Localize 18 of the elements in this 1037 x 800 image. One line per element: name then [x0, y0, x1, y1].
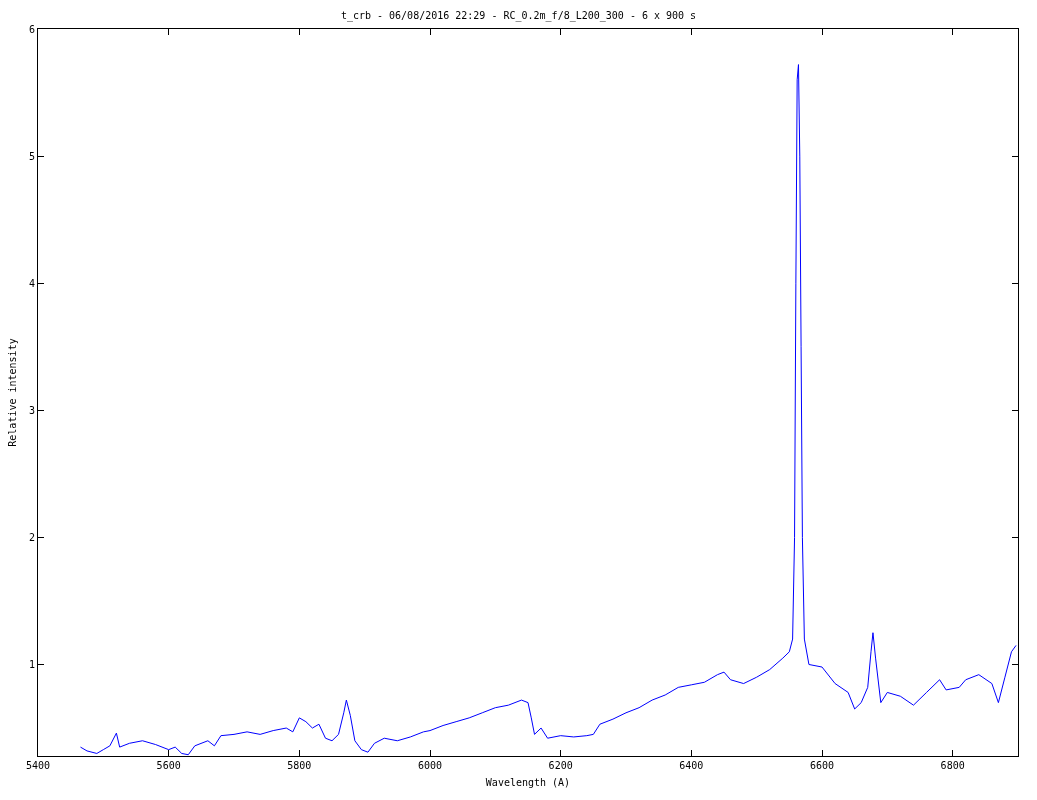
y-tick-label: 6	[28, 23, 35, 35]
x-tick-label: 5800	[287, 760, 312, 771]
chart-title: t_crb - 06/08/2016 22:29 - RC_0.2m_f/8_L200_300 - 6 x 900 s	[340, 10, 697, 22]
y-tick-label: 2	[28, 531, 35, 543]
y-tick-label: 5	[28, 150, 35, 162]
x-tick-label: 5600	[156, 760, 181, 771]
y-tick-label: 1	[28, 658, 35, 670]
x-tick-label: 6200	[548, 760, 573, 771]
y-tick-label: 3	[28, 404, 35, 416]
x-tick-label: 6400	[679, 760, 704, 771]
x-tick-label: 5400	[25, 760, 51, 771]
line-series	[79, 64, 1017, 756]
y-tick-label: 4	[28, 277, 35, 289]
x-tick-label: 6800	[940, 760, 965, 771]
x-axis-title: Wavelength (A)	[485, 776, 571, 788]
x-tick-label: 6000	[417, 760, 443, 771]
x-tick-label: 6600	[809, 760, 835, 771]
y-axis-title: Relative intensity	[6, 338, 18, 447]
